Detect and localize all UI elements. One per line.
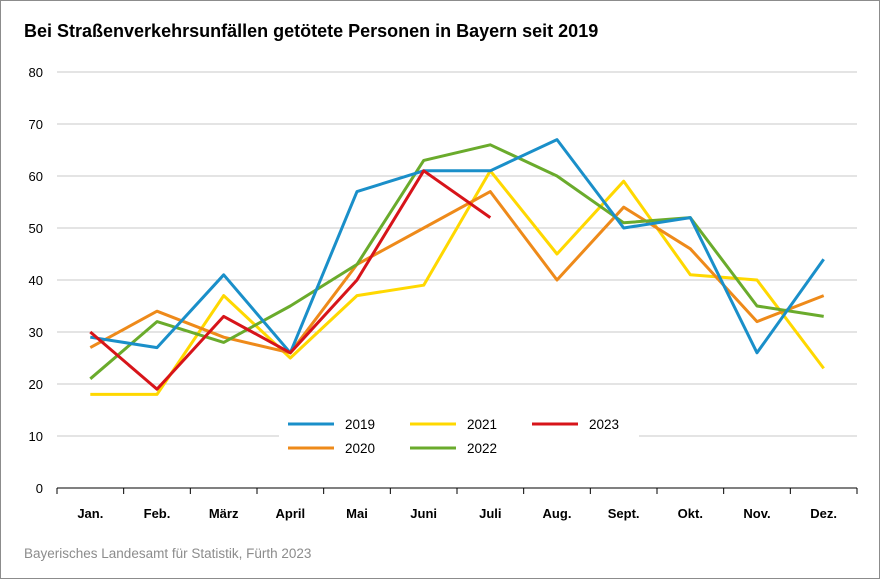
source-note: Bayerisches Landesamt für Statistik, Für… bbox=[24, 546, 312, 561]
series-line-2020 bbox=[89, 190, 825, 355]
x-tick-label-0: Jan. bbox=[77, 506, 103, 521]
series-line-2021 bbox=[90, 169, 825, 396]
y-tick-label-40: 40 bbox=[29, 273, 43, 288]
x-tick-label-9: Okt. bbox=[678, 506, 703, 521]
x-tick-label-5: Juni bbox=[410, 506, 437, 521]
series-line-2022 bbox=[89, 143, 824, 380]
series-line-2019 bbox=[90, 138, 825, 355]
x-tick-label-4: Mai bbox=[346, 506, 368, 521]
y-tick-label-20: 20 bbox=[29, 377, 43, 392]
x-tick-label-1: Feb. bbox=[144, 506, 171, 521]
x-tick-label-2: März bbox=[209, 506, 239, 521]
y-tick-label-0: 0 bbox=[36, 481, 43, 496]
x-tick-label-3: April bbox=[276, 506, 306, 521]
x-tick-label-11: Dez. bbox=[810, 506, 837, 521]
legend-label-2020: 2020 bbox=[345, 441, 375, 456]
series-line-2023 bbox=[89, 169, 492, 391]
x-tick-label-7: Aug. bbox=[543, 506, 572, 521]
legend-label-2021: 2021 bbox=[467, 417, 497, 432]
y-tick-label-50: 50 bbox=[29, 221, 43, 236]
y-tick-label-80: 80 bbox=[29, 65, 43, 80]
legend-label-2023: 2023 bbox=[589, 417, 619, 432]
y-tick-label-10: 10 bbox=[29, 429, 43, 444]
legend-label-2019: 2019 bbox=[345, 417, 375, 432]
y-tick-label-60: 60 bbox=[29, 169, 43, 184]
x-tick-label-10: Nov. bbox=[743, 506, 770, 521]
x-tick-label-6: Juli bbox=[479, 506, 501, 521]
legend-background bbox=[279, 409, 639, 461]
x-tick-label-8: Sept. bbox=[608, 506, 640, 521]
chart-title: Bei Straßenverkehrsunfällen getötete Per… bbox=[24, 21, 599, 41]
y-tick-label-70: 70 bbox=[29, 117, 43, 132]
legend-label-2022: 2022 bbox=[467, 441, 497, 456]
y-tick-label-30: 30 bbox=[29, 325, 43, 340]
